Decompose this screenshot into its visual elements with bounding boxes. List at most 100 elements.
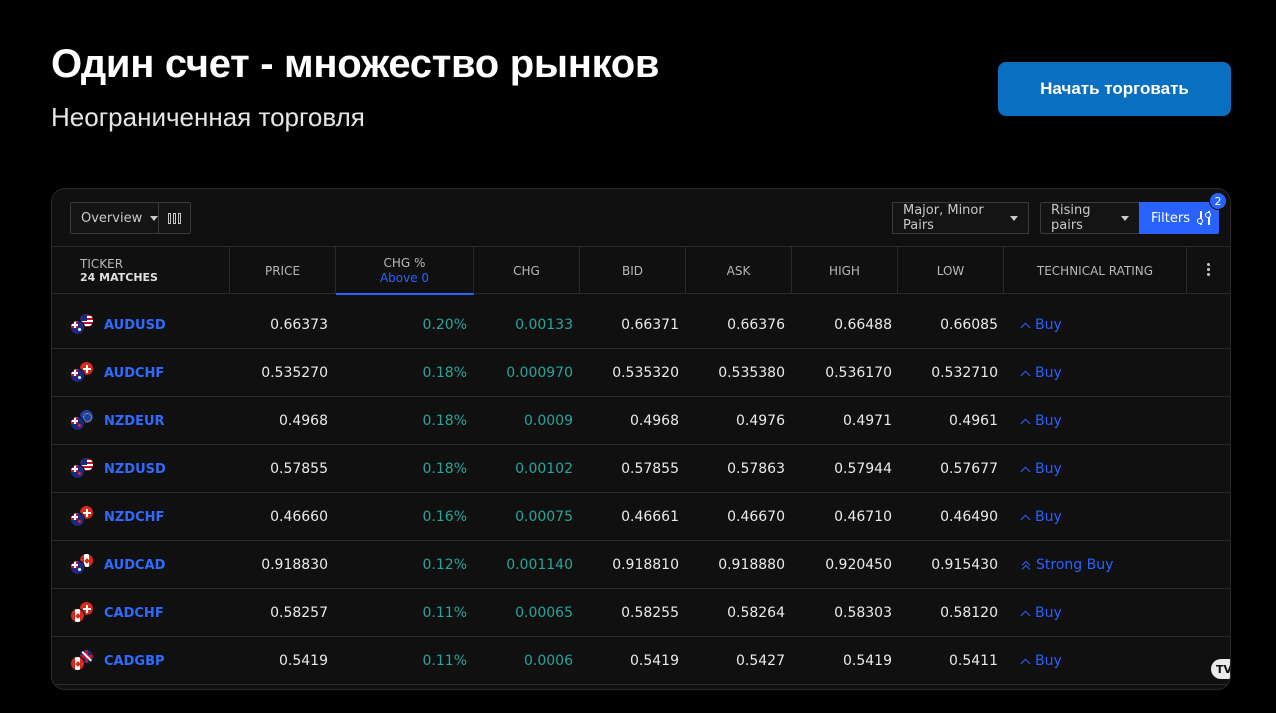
ticker-cell[interactable]: NZDUSD: [70, 445, 240, 493]
table-row[interactable]: CADCHF 0.58257 0.11% 0.00065 0.58255 0.58264 0…: [52, 589, 1230, 637]
table-row[interactable]: AUDCAD 0.918830 0.12% 0.001140 0.918810 0.918…: [52, 541, 1230, 589]
start-trading-button[interactable]: Начать торговать: [998, 62, 1231, 116]
table-header: TICKER 24 MATCHES PRICE CHG % Above 0 CH…: [52, 246, 1230, 295]
ticker-cell[interactable]: AUDCAD: [70, 541, 240, 589]
bid-cell: 0.46661: [621, 509, 679, 525]
high-cell: 0.536170: [825, 365, 892, 381]
col-ticker-label: TICKER: [80, 257, 124, 271]
col-chg-pct-filter: Above 0: [379, 270, 430, 285]
ticker-cell[interactable]: AUDCHF: [70, 349, 240, 397]
bid-cell: 0.58255: [621, 605, 679, 621]
pairs-select[interactable]: Major, Minor Pairs: [892, 202, 1029, 234]
chg-cell: 0.0006: [524, 653, 573, 669]
high-cell: 0.4971: [843, 413, 892, 429]
ticker-symbol[interactable]: AUDCHF: [104, 365, 165, 381]
col-ticker[interactable]: TICKER 24 MATCHES: [52, 247, 230, 294]
chg-cell: 0.00075: [515, 509, 573, 525]
ticker-cell[interactable]: AUDUSD: [70, 301, 240, 349]
col-bid-label: BID: [621, 263, 643, 278]
preset-select[interactable]: Rising pairs: [1040, 202, 1140, 234]
chg-cell: 0.000970: [506, 365, 573, 381]
ticker-cell[interactable]: NZDCHF: [70, 493, 240, 541]
filter-sliders-icon: [1196, 211, 1211, 225]
chg-pct-cell: 0.18%: [422, 413, 467, 429]
nz-flag-icon: [70, 464, 85, 479]
price-cell: 0.5419: [279, 653, 328, 669]
chevron-up-icon: [1020, 418, 1031, 428]
ticker-symbol[interactable]: NZDEUR: [104, 413, 165, 429]
col-price[interactable]: PRICE: [230, 247, 336, 294]
price-cell: 0.4968: [279, 413, 328, 429]
currency-flags-icon: [70, 409, 94, 433]
ticker-symbol[interactable]: NZDUSD: [104, 461, 166, 477]
chg-cell: 0.001140: [506, 557, 573, 573]
bid-cell: 0.57855: [621, 461, 679, 477]
rating-label: Strong Buy: [1036, 557, 1114, 573]
currency-flags-icon: [70, 505, 94, 529]
au-flag-icon: [70, 368, 85, 383]
col-rating-label: TECHNICAL RATING: [1036, 263, 1154, 278]
currency-flags-icon: [70, 457, 94, 481]
high-cell: 0.58303: [834, 605, 892, 621]
rating-label: Buy: [1035, 653, 1062, 669]
col-low-label: LOW: [936, 263, 965, 278]
price-cell: 0.66373: [270, 317, 328, 333]
ticker-cell[interactable]: NZDEUR: [70, 397, 240, 445]
col-chg-pct[interactable]: CHG % Above 0: [336, 247, 474, 295]
low-cell: 0.58120: [940, 605, 998, 621]
more-options-icon[interactable]: [1200, 263, 1216, 279]
price-cell: 0.46660: [270, 509, 328, 525]
technical-rating-cell: Strong Buy: [1021, 541, 1222, 589]
au-flag-icon: [70, 560, 85, 575]
ticker-cell[interactable]: CADGBP: [70, 637, 240, 685]
filters-button[interactable]: Filters: [1139, 202, 1219, 234]
col-chg[interactable]: CHG: [474, 247, 580, 294]
chg-pct-cell: 0.18%: [422, 365, 467, 381]
chg-pct-cell: 0.12%: [422, 557, 467, 573]
rating-label: Buy: [1035, 509, 1062, 525]
col-bid[interactable]: BID: [580, 247, 686, 294]
ticker-symbol[interactable]: AUDCAD: [104, 557, 166, 573]
tradingview-logo[interactable]: TV: [1211, 659, 1230, 679]
col-ask-label: ASK: [726, 263, 751, 278]
ticker-symbol[interactable]: CADGBP: [104, 653, 165, 669]
ca-flag-icon: [70, 608, 85, 623]
chevron-up-icon: [1020, 466, 1031, 476]
currency-flags-icon: [70, 553, 94, 577]
table-row[interactable]: NZDEUR 0.4968 0.18% 0.0009 0.4968 0.4976 0.497…: [52, 397, 1230, 445]
view-select[interactable]: Overview: [70, 202, 159, 234]
table-row[interactable]: CADGBP 0.5419 0.11% 0.0006 0.5419 0.5427 0.541…: [52, 637, 1230, 685]
chg-pct-cell: 0.20%: [422, 317, 467, 333]
col-ask[interactable]: ASK: [686, 247, 792, 294]
col-price-label: PRICE: [264, 263, 301, 278]
table-row[interactable]: AUDUSD 0.66373 0.20% 0.00133 0.66371 0.66376 0…: [52, 301, 1230, 349]
ticker-symbol[interactable]: CADCHF: [104, 605, 164, 621]
table-row[interactable]: NZDUSD 0.57855 0.18% 0.00102 0.57855 0.57863 0…: [52, 445, 1230, 493]
col-rating[interactable]: TECHNICAL RATING: [1004, 247, 1187, 294]
high-cell: 0.920450: [825, 557, 892, 573]
bid-cell: 0.918810: [612, 557, 679, 573]
price-cell: 0.918830: [261, 557, 328, 573]
chevron-up-icon: [1020, 610, 1031, 620]
bid-cell: 0.535320: [612, 365, 679, 381]
chg-pct-cell: 0.16%: [422, 509, 467, 525]
nz-flag-icon: [70, 416, 85, 431]
ticker-cell[interactable]: CADCHF: [70, 589, 240, 637]
technical-rating-cell: Buy: [1020, 445, 1222, 493]
chg-cell: 0.00133: [515, 317, 573, 333]
col-low[interactable]: LOW: [898, 247, 1004, 294]
bid-cell: 0.5419: [630, 653, 679, 669]
high-cell: 0.5419: [843, 653, 892, 669]
rating-label: Buy: [1035, 605, 1062, 621]
chevron-up-icon: [1020, 322, 1031, 332]
price-cell: 0.58257: [270, 605, 328, 621]
ticker-symbol[interactable]: NZDCHF: [104, 509, 165, 525]
table-row[interactable]: AUDCHF 0.535270 0.18% 0.000970 0.535320 0.535…: [52, 349, 1230, 397]
chg-cell: 0.00065: [515, 605, 573, 621]
table-row[interactable]: NZDCHF 0.46660 0.16% 0.00075 0.46661 0.46670 0…: [52, 493, 1230, 541]
bid-cell: 0.66371: [621, 317, 679, 333]
col-high[interactable]: HIGH: [792, 247, 898, 294]
columns-button[interactable]: [158, 202, 191, 234]
ticker-symbol[interactable]: AUDUSD: [104, 317, 166, 333]
preset-select-label: Rising pairs: [1051, 203, 1091, 233]
